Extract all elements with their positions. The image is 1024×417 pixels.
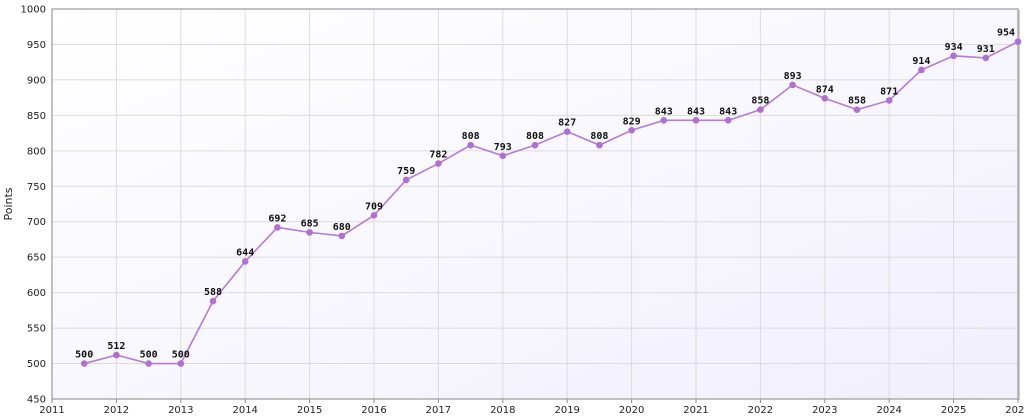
data-point [757, 106, 764, 113]
data-point [145, 360, 152, 367]
data-point [950, 52, 957, 60]
x-tick-label: 2013 [168, 405, 193, 416]
data-point [596, 141, 603, 149]
data-point [531, 141, 539, 149]
data-label: 914 [912, 56, 930, 67]
data-point [628, 126, 635, 134]
data-point [563, 128, 571, 135]
y-axis-label: Points [2, 187, 15, 220]
data-label: 680 [333, 222, 351, 233]
data-point [499, 152, 507, 160]
data-point [338, 232, 346, 240]
data-point [692, 117, 700, 124]
x-tick-label: 2018 [490, 405, 515, 416]
y-tick-label: 450 [27, 395, 46, 406]
x-tick-label: 2020 [619, 405, 644, 416]
data-label: 858 [848, 96, 866, 107]
data-label: 808 [590, 131, 608, 142]
data-label: 685 [301, 218, 319, 229]
y-tick-label: 900 [27, 75, 46, 86]
data-point [241, 258, 249, 265]
x-tick-label: 2016 [361, 405, 386, 416]
x-tick-label: 2015 [297, 405, 322, 416]
y-tick-label: 950 [27, 40, 46, 51]
data-point [402, 176, 410, 184]
data-point [274, 224, 281, 231]
x-tick-label: 2024 [876, 405, 901, 416]
data-label: 588 [204, 287, 222, 298]
x-tick-label: 2011 [39, 405, 64, 416]
y-tick-label: 650 [27, 253, 46, 264]
y-tick-label: 800 [27, 146, 46, 157]
data-label: 827 [558, 118, 576, 129]
data-point [467, 141, 474, 149]
data-point [113, 351, 120, 359]
data-label: 500 [75, 350, 93, 361]
data-point [724, 117, 732, 124]
x-axis-ticks: 2011 2012 2013 2014 2015 2016 2017 2018 2019 2020… [39, 399, 1024, 416]
data-point [306, 229, 313, 236]
data-point [370, 212, 378, 219]
x-tick-label: 2017 [426, 405, 451, 416]
data-point [918, 66, 925, 74]
plot-area [52, 9, 1018, 399]
y-tick-label: 750 [27, 182, 46, 193]
data-label: 500 [172, 350, 190, 361]
data-label: 874 [816, 84, 834, 95]
data-label: 843 [719, 106, 737, 117]
data-label: 808 [526, 131, 544, 142]
data-label: 843 [655, 106, 673, 117]
data-label: 871 [880, 86, 898, 97]
data-point [80, 360, 88, 367]
data-label: 692 [268, 213, 286, 224]
data-label: 793 [494, 142, 512, 153]
x-tick-label: 2022 [748, 405, 773, 416]
y-tick-label: 850 [27, 111, 46, 122]
data-label: 709 [365, 201, 383, 212]
x-tick-label: 2023 [812, 405, 837, 416]
data-point [435, 160, 442, 167]
data-point [885, 97, 893, 104]
y-tick-label: 500 [27, 359, 46, 370]
y-tick-label: 1000 [21, 5, 46, 16]
y-axis-ticks: 450 500 550 600 650 700 750 800 850 900 950 1000 [21, 5, 46, 406]
series-line [83, 40, 1019, 365]
data-point [789, 81, 796, 89]
data-label: 829 [623, 116, 641, 127]
data-point [209, 297, 217, 305]
x-tick-label: 2014 [232, 405, 257, 416]
x-tick-label: 2019 [554, 405, 579, 416]
data-label: 934 [945, 42, 963, 53]
data-label: 644 [236, 247, 254, 258]
data-labels: 500 512 500 500 588 644 692 685 680 709 759 782 808 7… [75, 28, 1015, 361]
data-label: 931 [977, 44, 995, 55]
data-label: 782 [429, 150, 447, 161]
data-label: 512 [107, 341, 125, 352]
x-tick-label: 2021 [683, 405, 708, 416]
data-point [821, 95, 829, 102]
data-label: 954 [997, 28, 1015, 39]
data-point [660, 117, 668, 124]
plot-frame [51, 8, 1019, 400]
data-point [177, 360, 185, 367]
x-tick-label: 2012 [104, 405, 129, 416]
y-tick-label: 550 [27, 324, 46, 335]
data-point [1014, 38, 1022, 45]
x-tick-label: 2025 [941, 405, 966, 416]
data-point [982, 54, 990, 62]
data-label: 759 [397, 166, 415, 177]
y-tick-label: 600 [27, 288, 46, 299]
data-points [80, 38, 1022, 367]
data-label: 500 [140, 350, 158, 361]
y-tick-label: 700 [27, 217, 46, 228]
data-label: 808 [462, 131, 480, 142]
data-label: 858 [751, 96, 769, 107]
data-label: 893 [784, 71, 802, 82]
x-tick-label: 2026 [1005, 405, 1024, 416]
data-label: 843 [687, 106, 705, 117]
data-point [853, 106, 861, 113]
